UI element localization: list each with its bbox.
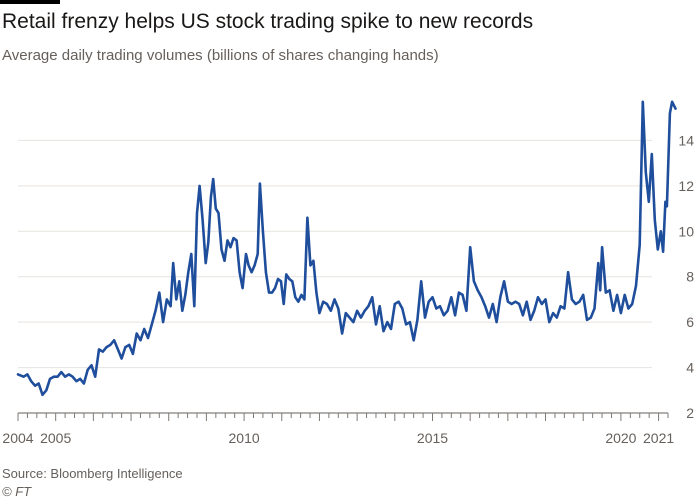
chart-source: Source: Bloomberg Intelligence <box>2 466 183 481</box>
chart-subtitle: Average daily trading volumes (billions … <box>2 47 439 64</box>
y-tick-label-2: 2 <box>686 405 694 421</box>
y-tick-label-6: 6 <box>686 314 694 330</box>
y-tick-label-4: 4 <box>686 360 694 376</box>
x-tick-label-2020: 2020 <box>605 430 636 446</box>
y-tick-label-12: 12 <box>678 178 694 194</box>
chart-copyright: © FT <box>2 484 32 499</box>
chart-title: Retail frenzy helps US stock trading spi… <box>2 10 534 33</box>
x-tick-label-2004: 2004 <box>2 430 33 446</box>
series-line-0 <box>16 100 677 397</box>
ft-top-bar <box>0 0 60 4</box>
x-tick-label-2010: 2010 <box>229 430 260 446</box>
y-tick-label-10: 10 <box>678 223 694 239</box>
y-tick-label-8: 8 <box>686 269 694 285</box>
y-tick-label-14: 14 <box>678 132 694 148</box>
x-tick-label-2015: 2015 <box>417 430 448 446</box>
x-tick-label-2005: 2005 <box>40 430 71 446</box>
x-tick-label-2021: 2021 <box>643 430 674 446</box>
